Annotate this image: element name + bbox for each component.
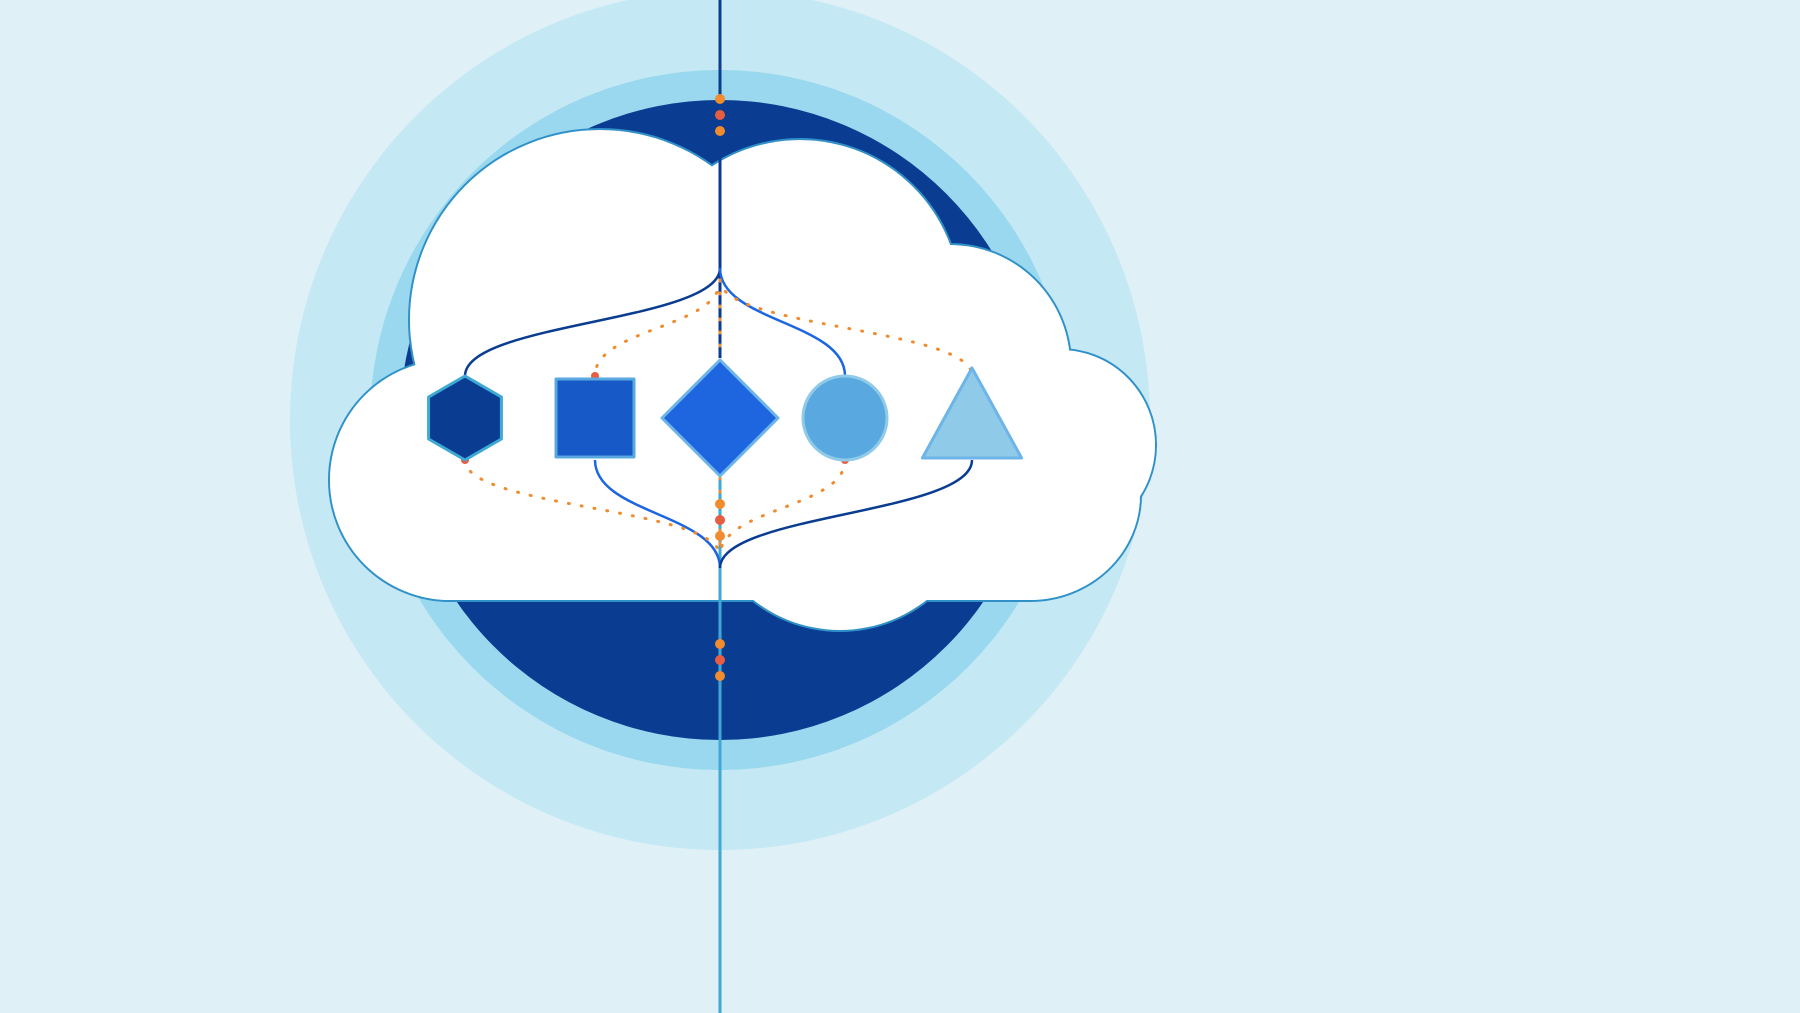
circle-icon: [803, 376, 887, 460]
cluster-dot: [715, 655, 725, 665]
cluster-dot: [715, 94, 725, 104]
cluster-dot: [715, 499, 725, 509]
cluster-dot: [715, 515, 725, 525]
diagram-svg: [0, 0, 1800, 1013]
cluster-dot: [715, 639, 725, 649]
cluster-dot: [715, 110, 725, 120]
infographic-canvas: [0, 0, 1800, 1013]
cluster-dot: [715, 531, 725, 541]
cluster-dot: [715, 671, 725, 681]
cluster-dot: [715, 126, 725, 136]
square-icon: [556, 379, 634, 457]
